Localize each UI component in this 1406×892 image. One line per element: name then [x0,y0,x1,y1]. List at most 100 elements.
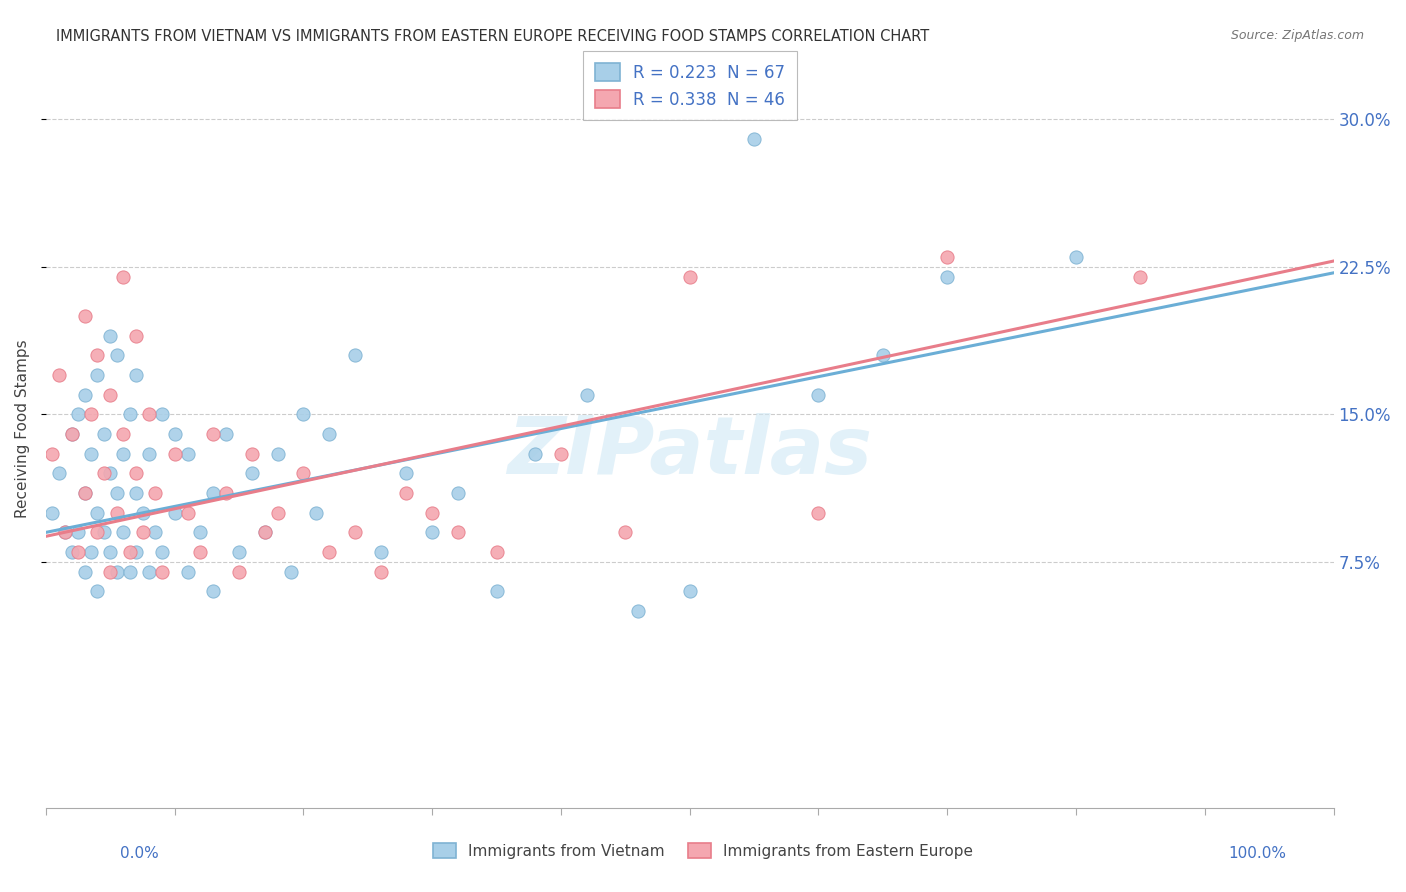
Point [807,506,830,520]
Point [112,447,135,461]
Point [485,584,508,599]
Point [343,525,366,540]
Point [228,545,250,559]
Point [98,328,121,343]
Point [131,506,153,520]
Point [67,545,90,559]
Point [73,565,96,579]
Point [215,427,238,442]
Point [202,427,225,442]
Point [267,447,290,461]
Point [86,525,108,540]
Point [73,309,96,323]
Point [98,467,121,481]
Point [395,467,418,481]
Point [240,467,263,481]
Point [98,545,121,559]
Point [80,447,103,461]
Point [118,408,141,422]
Point [370,565,392,579]
Point [48,467,70,481]
Point [936,269,959,284]
Point [150,565,173,579]
Point [627,604,650,618]
Point [86,506,108,520]
Point [202,584,225,599]
Point [807,388,830,402]
Point [447,486,470,500]
Point [253,525,276,540]
Point [145,486,167,500]
Point [292,467,315,481]
Point [679,584,702,599]
Point [86,368,108,382]
Point [163,447,186,461]
Point [176,506,198,520]
Point [138,565,160,579]
Point [872,348,894,362]
Point [150,545,173,559]
Point [485,545,508,559]
Point [118,565,141,579]
Point [105,486,128,500]
Text: ZIPatlas: ZIPatlas [508,413,872,491]
Point [105,565,128,579]
Point [267,506,290,520]
Point [575,388,598,402]
Point [112,427,135,442]
Point [67,525,90,540]
Point [936,250,959,264]
Point [163,427,186,442]
Point [80,545,103,559]
Point [150,408,173,422]
Point [614,525,637,540]
Point [80,408,103,422]
Point [395,486,418,500]
Text: Source: ZipAtlas.com: Source: ZipAtlas.com [1230,29,1364,42]
Point [240,447,263,461]
Point [112,269,135,284]
Point [112,525,135,540]
Point [138,447,160,461]
Point [292,408,315,422]
Point [202,486,225,500]
Point [60,427,83,442]
Point [98,565,121,579]
Point [215,486,238,500]
Point [86,348,108,362]
Point [742,132,765,146]
Point [86,584,108,599]
Point [163,506,186,520]
Point [370,545,392,559]
Point [125,545,148,559]
Point [190,525,212,540]
Point [343,348,366,362]
Point [280,565,302,579]
Point [67,408,90,422]
Point [305,506,328,520]
Point [73,486,96,500]
Point [105,348,128,362]
Legend: R = 0.223  N = 67, R = 0.338  N = 46: R = 0.223 N = 67, R = 0.338 N = 46 [583,52,797,120]
Point [125,328,148,343]
Point [420,506,443,520]
Point [550,447,572,461]
Point [93,467,115,481]
Point [105,506,128,520]
Text: IMMIGRANTS FROM VIETNAM VS IMMIGRANTS FROM EASTERN EUROPE RECEIVING FOOD STAMPS : IMMIGRANTS FROM VIETNAM VS IMMIGRANTS FR… [56,29,929,44]
Point [125,486,148,500]
Point [93,525,115,540]
Y-axis label: Receiving Food Stamps: Receiving Food Stamps [15,340,30,518]
Point [420,525,443,540]
Point [228,565,250,579]
Point [190,545,212,559]
Point [118,545,141,559]
Point [318,427,340,442]
Point [73,388,96,402]
Point [176,447,198,461]
Point [93,427,115,442]
Point [73,486,96,500]
Point [60,427,83,442]
Point [138,408,160,422]
Point [125,467,148,481]
